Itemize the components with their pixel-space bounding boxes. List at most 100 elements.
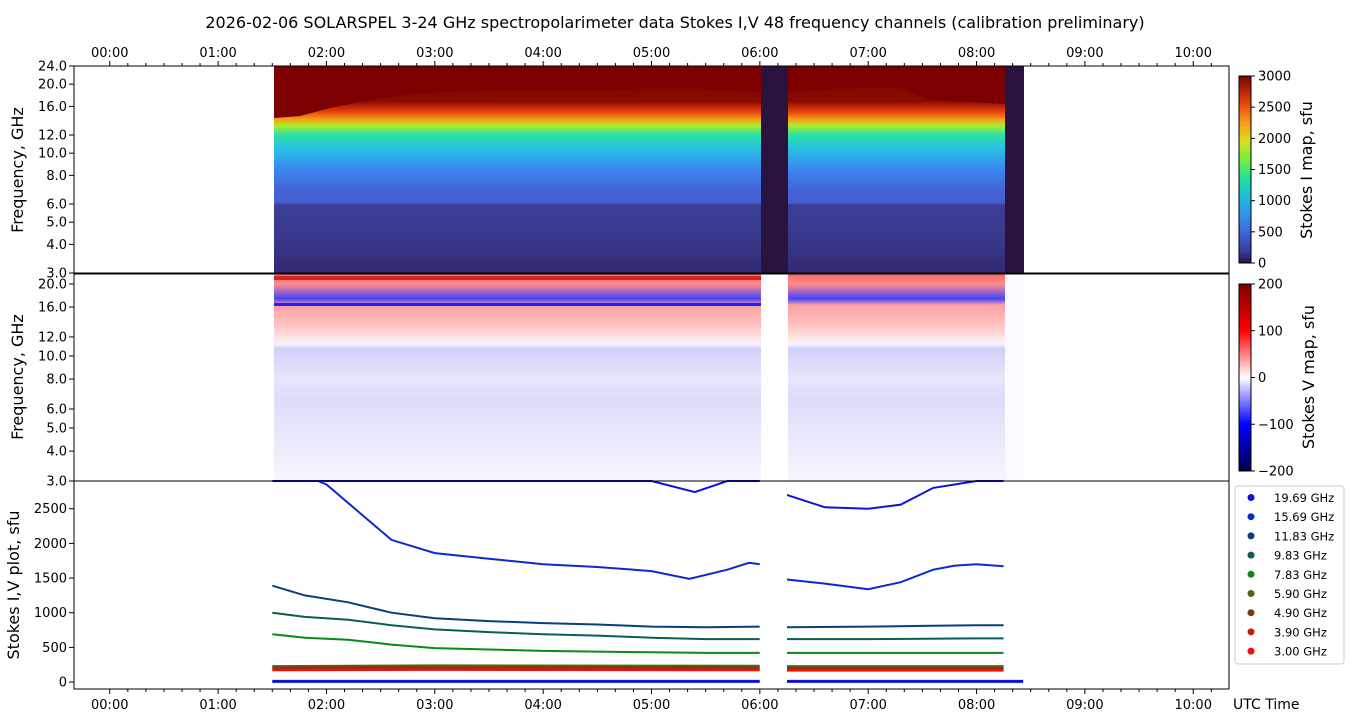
series-line [272,664,760,668]
flux-tick-label: 2500 [34,502,67,517]
colorbar-i-ramp [1238,75,1252,264]
stokes-v-gap-1 [761,274,788,481]
stokes-i-ylabel: Frequency, GHz [8,107,27,233]
legend-label: 3.00 GHz [1274,645,1327,659]
colorbar-tick-label: 200 [1258,278,1283,293]
freq-tick-label: 16.0 [38,100,67,115]
colorbar-tick-label: −200 [1258,465,1294,480]
time-tick-label-top: 04:00 [524,46,561,61]
legend-label: 19.69 GHz [1274,491,1334,505]
series-line [317,480,760,580]
colorbar-tick-label: 1500 [1258,163,1291,178]
flux-tick-label: 2000 [34,537,67,552]
legend-label: 3.90 GHz [1274,625,1327,639]
freq-tick-label: 5.0 [46,216,67,231]
time-tick-label-bottom: 00:00 [91,698,128,713]
colorbar-i-label: Stokes I map, sfu [1297,101,1316,239]
stokes-v-blue-line [274,303,761,306]
legend-marker [1247,609,1255,617]
time-tick-label-bottom: 07:00 [849,698,886,713]
colorbar-tick-label: 500 [1258,225,1283,240]
freq-tick-label: 3.0 [46,475,67,490]
freq-tick-label: 20.0 [38,78,67,93]
time-tick-label-bottom: 05:00 [633,698,670,713]
time-tick-label-top: 07:00 [849,46,886,61]
x-axis-label: UTC Time [1233,697,1299,713]
series-line [272,633,760,654]
time-tick-label-top: 08:00 [958,46,995,61]
legend-label: 15.69 GHz [1274,510,1334,524]
legend-marker [1247,647,1255,655]
colorbar-i: 3000 2500 2000 1500 1000 500 0 Stokes I map, s… [1238,70,1316,272]
colorbar-v: 200 100 0 −100 −200 Stokes V map, sfu [1238,278,1318,480]
time-tick-label-top: 00:00 [91,46,128,61]
stokes-i-high-flux-region [274,66,761,118]
legend-label: 5.90 GHz [1274,587,1327,601]
time-tick-label-top: 03:00 [416,46,453,61]
flux-tick-label: 500 [42,641,67,656]
colorbar-v-label: Stokes V map, sfu [1299,305,1318,449]
freq-tick-label: 3.0 [46,267,67,282]
freq-tick-label: 12.0 [38,330,67,345]
stokes-i-high-flux-region-2 [788,66,1005,104]
series-line [272,480,760,494]
colorbar-tick-label: 0 [1258,257,1266,272]
panel-stokes-v: 20.0 16.0 12.0 10.0 8.0 6.0 5.0 4.0 3.0 Frequenc… [8,273,1230,490]
freq-tick-label: 5.0 [46,421,67,436]
colorbar-tick-label: 1000 [1258,194,1291,209]
stokes-i-gap-2 [1005,66,1024,273]
series-line [786,480,1004,510]
flux-tick-label: 1000 [34,606,67,621]
time-tick-label-bottom: 02:00 [308,698,345,713]
flux-tick-label: 0 [59,676,67,691]
series-line [786,563,1004,591]
panel-stokes-i: 24.0 20.0 16.0 12.0 10.0 8.0 6.0 5.0 4.0 3.0 Freq… [8,60,1230,282]
colorbar-tick-label: 100 [1258,324,1283,339]
time-tick-label-bottom: 09:00 [1066,698,1103,713]
legend-marker [1247,551,1255,559]
legend-marker [1247,513,1255,521]
time-tick-label-bottom: 08:00 [958,698,995,713]
stokes-v-ylabel: Frequency, GHz [8,314,27,440]
legend-marker [1247,590,1255,597]
colorbar-tick-label: 0 [1258,371,1266,386]
colorbar-v-ramp [1238,283,1252,472]
flux-tick-label: 1500 [34,572,67,587]
legend-box [1234,485,1345,665]
time-tick-label-top: 06:00 [741,46,778,61]
stokes-v-map-body-1 [274,274,761,481]
legend-marker [1247,570,1255,578]
stokes-i-gap-1 [761,66,788,273]
freq-tick-label: 12.0 [38,129,67,144]
time-tick-label-top: 02:00 [308,46,345,61]
time-tick-label-top: 05:00 [633,46,670,61]
series-line [786,637,1004,641]
freq-tick-label: 4.0 [46,445,67,460]
time-tick-label-top: 09:00 [1066,46,1103,61]
time-tick-label-bottom: 04:00 [524,698,561,713]
freq-tick-label: 8.0 [46,169,67,184]
series-line [786,624,1004,629]
time-tick-label-bottom: 06:00 [741,698,778,713]
legend-marker [1247,532,1255,540]
freq-tick-label: 24.0 [38,60,67,75]
freq-tick-label: 10.0 [38,147,67,162]
panel-stokes-plot: 2500 2000 1500 1000 500 0 Stokes I,V plot, sf… [4,480,1230,691]
legend-marker [1247,494,1255,501]
stokes-plot-frame [73,480,1230,690]
legend-label: 9.83 GHz [1274,549,1327,563]
series-line [272,584,760,629]
freq-tick-label: 4.0 [46,238,67,253]
stokes-v-map-body-2 [788,274,1005,481]
legend-label: 11.83 GHz [1274,529,1334,543]
colorbar-tick-label: −100 [1258,418,1294,433]
stokes-v-top-band [274,276,761,280]
legend-label: 7.83 GHz [1274,568,1327,582]
freq-tick-label: 10.0 [38,349,67,364]
time-tick-label-bottom: 10:00 [1175,698,1212,713]
colorbar-tick-label: 3000 [1258,70,1291,85]
time-tick-label-bottom: 03:00 [416,698,453,713]
freq-tick-label: 20.0 [38,277,67,292]
time-tick-label-top: 01:00 [199,46,236,61]
